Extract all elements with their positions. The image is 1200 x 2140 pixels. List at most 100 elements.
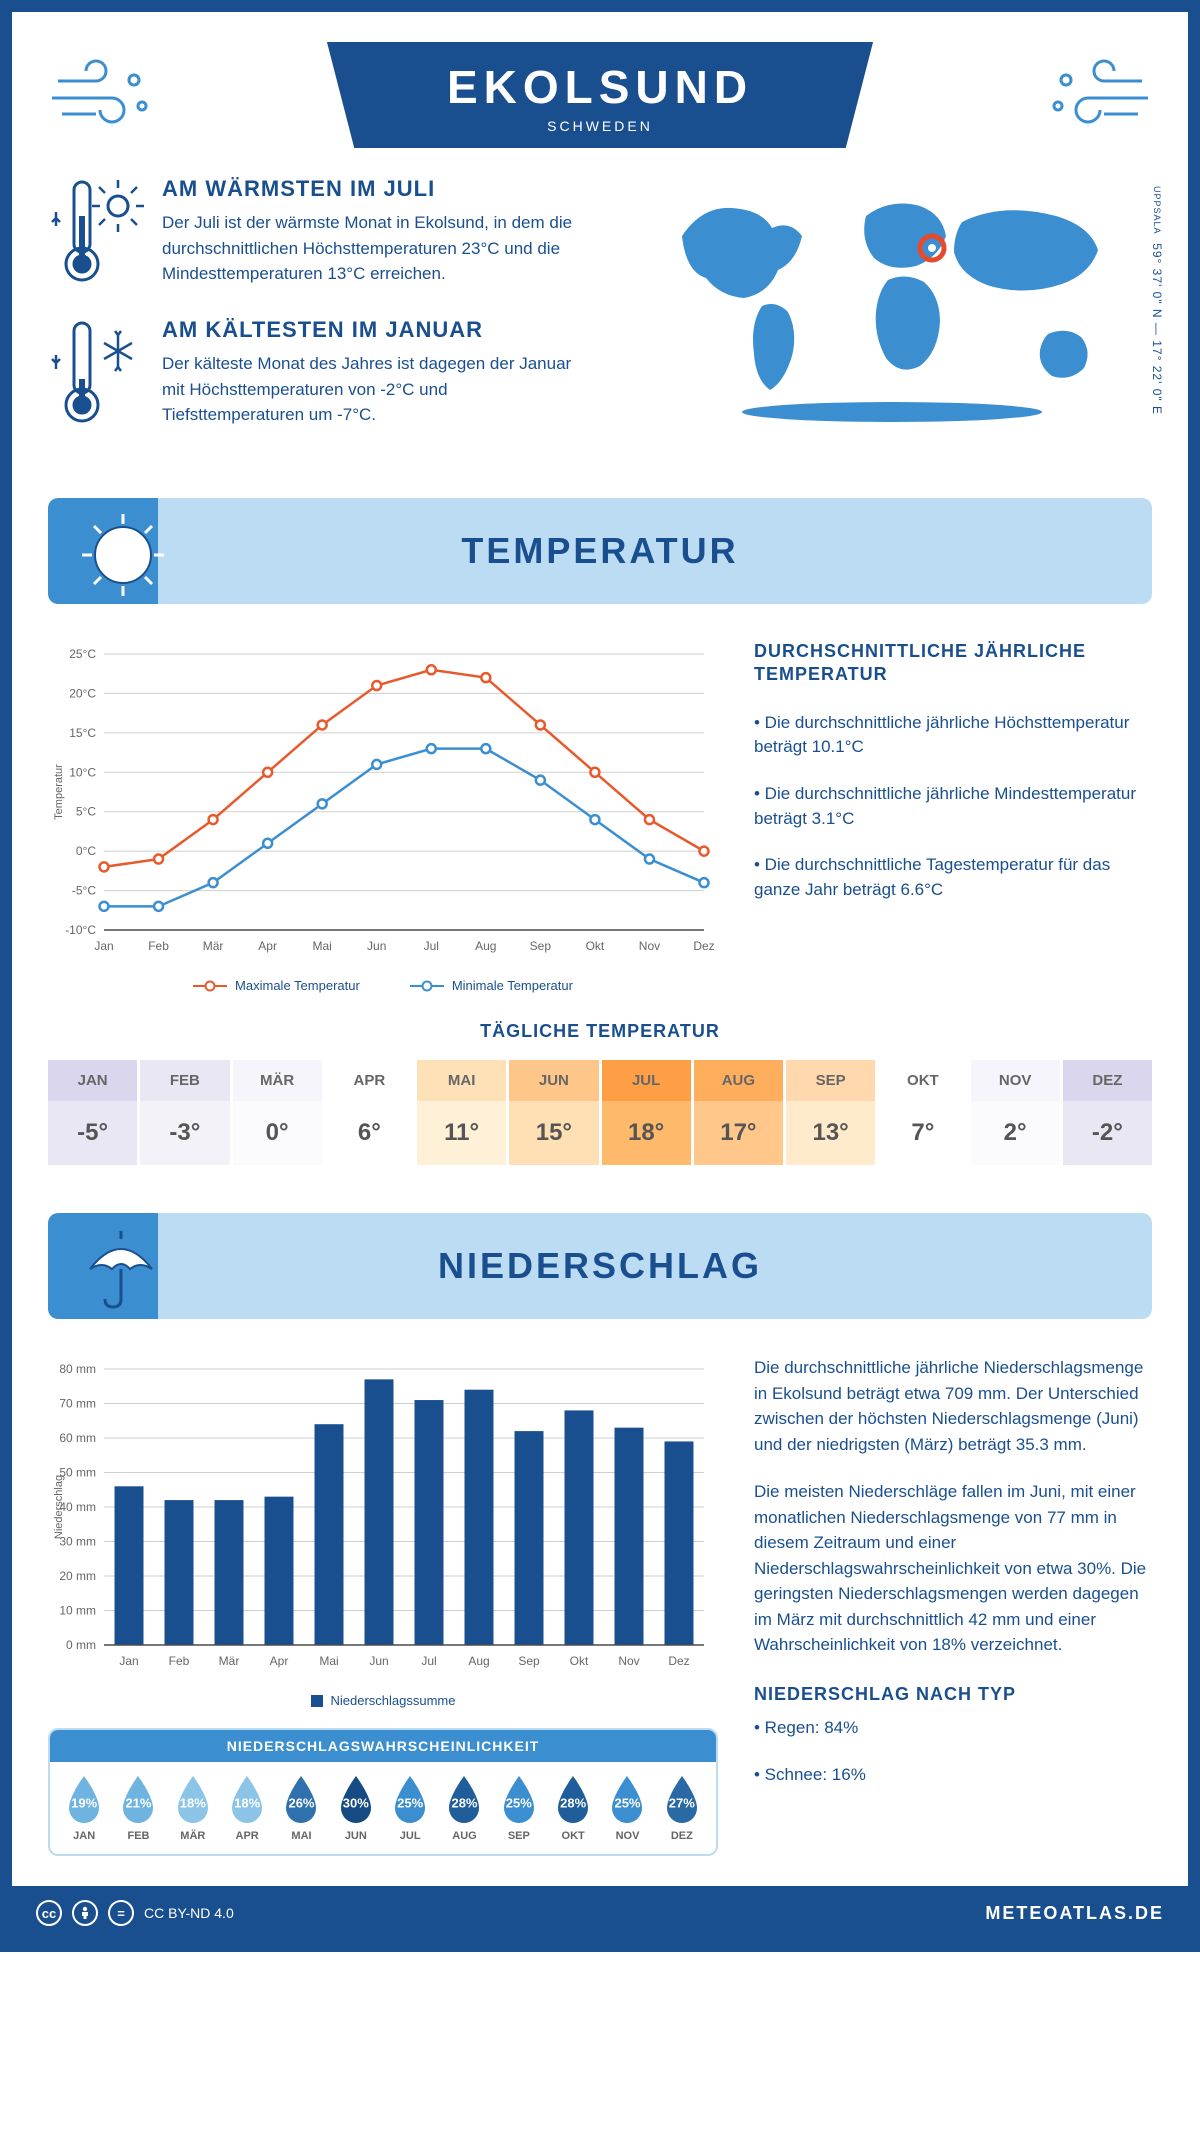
license-block: cc = CC BY-ND 4.0: [36, 1900, 234, 1926]
temperature-section: -10°C-5°C0°C5°C10°C15°C20°C25°CJanFebMär…: [48, 640, 1152, 993]
precipitation-legend: Niederschlagssumme: [48, 1693, 718, 1708]
svg-text:80 mm: 80 mm: [59, 1362, 96, 1376]
daily-cell: MÄR0°: [233, 1060, 322, 1165]
cc-icon: cc: [36, 1900, 62, 1926]
site-name: METEOATLAS.DE: [985, 1903, 1164, 1924]
probability-cell: 25%JUL: [384, 1774, 436, 1842]
probability-cell: 28%AUG: [438, 1774, 490, 1842]
thermometer-snow-icon: [48, 317, 144, 432]
sun-icon: [78, 510, 168, 604]
probability-grid: 19%JAN21%FEB18%MÄR18%APR26%MAI30%JUN25%J…: [50, 1762, 716, 1854]
daily-cell: JAN-5°: [48, 1060, 137, 1165]
daily-cell: MAI11°: [417, 1060, 506, 1165]
probability-cell: 28%OKT: [547, 1774, 599, 1842]
thermometer-sun-icon: [48, 176, 144, 291]
svg-text:Sep: Sep: [518, 1654, 540, 1668]
summary-bullet: • Die durchschnittliche jährliche Mindes…: [754, 782, 1152, 831]
svg-text:Mai: Mai: [313, 939, 332, 953]
svg-text:Dez: Dez: [668, 1654, 689, 1668]
cold-title: AM KÄLTESTEN IM JANUAR: [162, 317, 582, 343]
daily-cell: DEZ-2°: [1063, 1060, 1152, 1165]
precipitation-section: 0 mm10 mm20 mm30 mm40 mm50 mm60 mm70 mm8…: [48, 1355, 1152, 1856]
cold-text: AM KÄLTESTEN IM JANUAR Der kälteste Mona…: [162, 317, 582, 432]
daily-cell: JUN15°: [509, 1060, 598, 1165]
probability-cell: 18%APR: [221, 1774, 273, 1842]
footer: cc = CC BY-ND 4.0 METEOATLAS.DE: [12, 1886, 1188, 1940]
temperature-title: TEMPERATUR: [461, 530, 738, 572]
header: EKOLSUND SCHWEDEN: [48, 42, 1152, 148]
legend-max: Maximale Temperatur: [193, 978, 360, 993]
svg-text:Temperatur: Temperatur: [53, 764, 65, 820]
svg-text:15°C: 15°C: [69, 726, 96, 740]
svg-text:Apr: Apr: [258, 939, 277, 953]
temperature-legend: Maximale Temperatur Minimale Temperatur: [48, 978, 718, 993]
svg-text:70 mm: 70 mm: [59, 1397, 96, 1411]
svg-text:Jul: Jul: [424, 939, 439, 953]
probability-cell: 27%DEZ: [656, 1774, 708, 1842]
daily-cell: NOV2°: [971, 1060, 1060, 1165]
svg-text:Okt: Okt: [570, 1654, 589, 1668]
precipitation-probability-box: NIEDERSCHLAGSWAHRSCHEINLICHKEIT 19%JAN21…: [48, 1728, 718, 1856]
svg-text:Aug: Aug: [468, 1654, 489, 1668]
precipitation-left: 0 mm10 mm20 mm30 mm40 mm50 mm60 mm70 mm8…: [48, 1355, 718, 1856]
warm-body: Der Juli ist der wärmste Monat in Ekolsu…: [162, 210, 582, 287]
svg-text:Niederschlag: Niederschlag: [53, 1475, 65, 1539]
svg-text:Mai: Mai: [319, 1654, 338, 1668]
wind-icon: [48, 56, 158, 141]
svg-text:5°C: 5°C: [76, 805, 96, 819]
svg-text:Mär: Mär: [219, 1654, 240, 1668]
svg-text:10 mm: 10 mm: [59, 1604, 96, 1618]
intro-section: AM WÄRMSTEN IM JULI Der Juli ist der wär…: [48, 176, 1152, 458]
svg-text:0 mm: 0 mm: [66, 1638, 96, 1652]
content: EKOLSUND SCHWEDEN: [12, 12, 1188, 1856]
legend-precip: Niederschlagssumme: [311, 1693, 456, 1708]
summary-bullet: • Die durchschnittliche Tagestemperatur …: [754, 853, 1152, 902]
svg-text:Jun: Jun: [367, 939, 386, 953]
precip-paragraph-1: Die durchschnittliche jährliche Niedersc…: [754, 1355, 1152, 1457]
coords-label: UPPSALA 59° 37' 0" N — 17° 22' 0" E: [1150, 186, 1164, 415]
probability-cell: 21%FEB: [112, 1774, 164, 1842]
svg-text:0°C: 0°C: [76, 844, 96, 858]
daily-temperature-table: JAN-5°FEB-3°MÄR0°APR6°MAI11°JUN15°JUL18°…: [48, 1060, 1152, 1165]
daily-cell: JUL18°: [602, 1060, 691, 1165]
cold-body: Der kälteste Monat des Jahres ist dagege…: [162, 351, 582, 428]
summary-title: DURCHSCHNITTLICHE JÄHRLICHE TEMPERATUR: [754, 640, 1152, 687]
svg-text:Jul: Jul: [421, 1654, 436, 1668]
probability-cell: 30%JUN: [330, 1774, 382, 1842]
svg-text:10°C: 10°C: [69, 765, 96, 779]
temperature-summary: DURCHSCHNITTLICHE JÄHRLICHE TEMPERATUR •…: [754, 640, 1152, 993]
legend-min: Minimale Temperatur: [410, 978, 573, 993]
probability-cell: 18%MÄR: [167, 1774, 219, 1842]
svg-text:Jan: Jan: [94, 939, 113, 953]
warm-row: AM WÄRMSTEN IM JULI Der Juli ist der wär…: [48, 176, 620, 291]
daily-cell: AUG17°: [694, 1060, 783, 1165]
probability-title: NIEDERSCHLAGSWAHRSCHEINLICHKEIT: [50, 1730, 716, 1762]
warm-title: AM WÄRMSTEN IM JULI: [162, 176, 582, 202]
license-text: CC BY-ND 4.0: [144, 1905, 234, 1921]
umbrella-icon: [78, 1225, 164, 1316]
type-bullet: • Schnee: 16%: [754, 1762, 1152, 1788]
title-banner: EKOLSUND SCHWEDEN: [327, 42, 873, 148]
temperature-banner: TEMPERATUR: [48, 498, 1152, 604]
cold-row: AM KÄLTESTEN IM JANUAR Der kälteste Mona…: [48, 317, 620, 432]
probability-cell: 25%NOV: [601, 1774, 653, 1842]
type-bullet: • Regen: 84%: [754, 1715, 1152, 1741]
precipitation-text: Die durchschnittliche jährliche Niedersc…: [754, 1355, 1152, 1856]
nd-icon: =: [108, 1900, 134, 1926]
probability-cell: 26%MAI: [275, 1774, 327, 1842]
warm-text: AM WÄRMSTEN IM JULI Der Juli ist der wär…: [162, 176, 582, 291]
svg-text:Jan: Jan: [119, 1654, 138, 1668]
precipitation-banner: NIEDERSCHLAG: [48, 1213, 1152, 1319]
precipitation-chart: 0 mm10 mm20 mm30 mm40 mm50 mm60 mm70 mm8…: [48, 1355, 718, 1685]
svg-text:60 mm: 60 mm: [59, 1431, 96, 1445]
precipitation-title: NIEDERSCHLAG: [438, 1245, 762, 1287]
daily-cell: APR6°: [325, 1060, 414, 1165]
daily-cell: FEB-3°: [140, 1060, 229, 1165]
svg-text:20°C: 20°C: [69, 686, 96, 700]
daily-cell: OKT7°: [878, 1060, 967, 1165]
precip-type-title: NIEDERSCHLAG NACH TYP: [754, 1684, 1152, 1705]
wind-icon: [1042, 56, 1152, 141]
probability-cell: 25%SEP: [493, 1774, 545, 1842]
svg-text:-10°C: -10°C: [65, 923, 96, 937]
city-name: EKOLSUND: [447, 60, 753, 114]
